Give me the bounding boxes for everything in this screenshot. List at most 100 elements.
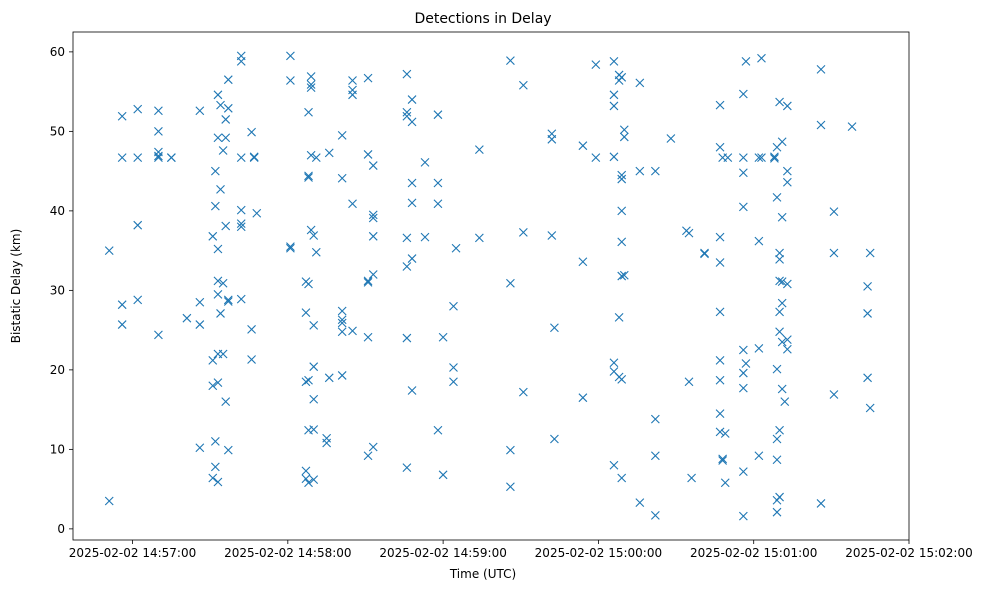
data-point: [617, 271, 627, 281]
x-tick-label: 2025-02-02 14:58:00: [224, 546, 351, 560]
plot-frame: [72, 31, 910, 541]
data-point: [154, 126, 163, 136]
data-point: [402, 107, 412, 117]
data-point: [309, 475, 319, 484]
data-point: [720, 429, 730, 438]
y-axis-label: Bistatic Delay (km): [9, 229, 23, 344]
data-point: [754, 451, 764, 461]
data-point: [133, 220, 143, 230]
data-point: [324, 148, 334, 158]
data-point: [816, 120, 826, 130]
data-point: [700, 249, 709, 259]
data-point: [210, 166, 220, 176]
data-point: [363, 276, 373, 286]
data-point: [650, 510, 660, 520]
data-point: [777, 384, 787, 394]
data-point: [324, 373, 334, 383]
data-point: [368, 231, 378, 241]
data-point: [210, 462, 220, 472]
data-point: [223, 103, 233, 113]
data-point: [550, 434, 559, 444]
data-point: [348, 199, 357, 209]
data-point: [182, 313, 192, 323]
data-point: [221, 221, 231, 231]
data-point: [770, 152, 779, 162]
data-point: [117, 111, 127, 121]
data-point: [133, 153, 143, 162]
data-point: [777, 212, 787, 222]
x-tick-label: 2025-02-02 15:00:00: [535, 546, 662, 560]
data-point: [304, 375, 313, 385]
data-point: [775, 276, 784, 286]
data-point: [306, 83, 316, 93]
data-point: [210, 437, 220, 446]
data-point: [301, 377, 311, 387]
data-point: [213, 244, 223, 254]
data-point: [547, 231, 557, 240]
data-point: [133, 104, 143, 114]
data-point: [311, 247, 321, 257]
data-point: [775, 254, 784, 264]
data-point: [449, 377, 458, 387]
data-point: [715, 409, 725, 418]
data-point: [754, 153, 764, 162]
data-point: [286, 76, 295, 85]
data-point: [847, 122, 857, 131]
data-point: [518, 227, 528, 237]
data-point: [306, 72, 316, 81]
data-point: [609, 358, 619, 368]
data-point: [218, 349, 228, 359]
data-point: [474, 145, 484, 155]
data-point: [407, 95, 417, 104]
data-point: [741, 359, 751, 368]
data-point: [578, 257, 588, 267]
data-point: [506, 56, 515, 66]
data-point: [782, 166, 792, 176]
data-point: [210, 201, 220, 211]
data-point: [578, 393, 588, 403]
data-point: [687, 473, 696, 483]
data-point: [368, 210, 378, 220]
data-point: [617, 375, 627, 384]
data-point: [348, 76, 357, 85]
data-point: [154, 153, 163, 162]
data-point: [286, 243, 295, 253]
data-point: [309, 394, 319, 404]
data-point: [337, 173, 347, 183]
y-tick-label: 50: [50, 124, 65, 138]
data-point: [420, 232, 430, 242]
data-point: [754, 236, 764, 246]
data-point: [304, 173, 313, 182]
data-point: [213, 90, 223, 100]
data-point: [617, 237, 627, 247]
data-point: [363, 451, 373, 461]
data-point: [829, 207, 839, 217]
data-point: [363, 73, 373, 83]
data-point: [104, 246, 114, 256]
data-point: [715, 307, 725, 317]
x-tick-label: 2025-02-02 14:59:00: [379, 546, 506, 560]
data-point: [635, 498, 645, 508]
data-point: [700, 248, 709, 258]
y-tick-label: 60: [50, 45, 65, 59]
data-point: [449, 301, 458, 311]
data-point: [609, 90, 619, 100]
data-point: [304, 171, 313, 181]
data-point: [337, 315, 347, 325]
data-point: [301, 308, 311, 318]
data-point: [236, 222, 246, 232]
data-point: [816, 64, 826, 74]
data-point: [213, 378, 223, 387]
data-point: [166, 153, 176, 162]
data-point: [368, 442, 378, 452]
x-tick-label: 2025-02-02 15:01:00: [690, 546, 817, 560]
data-point: [738, 345, 748, 355]
data-point: [650, 451, 660, 461]
data-point: [738, 383, 748, 393]
data-point: [777, 277, 787, 287]
data-point: [337, 130, 347, 140]
data-point: [433, 178, 443, 188]
data-point: [117, 153, 127, 162]
data-point: [777, 337, 787, 347]
